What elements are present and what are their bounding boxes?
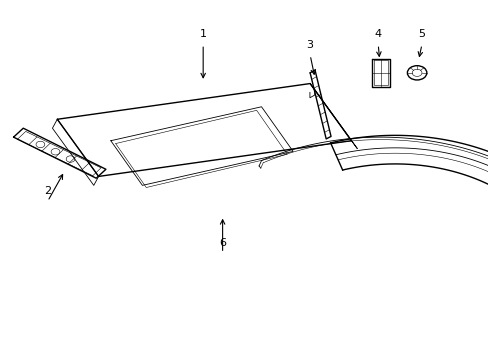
Text: 4: 4 <box>374 29 381 39</box>
Text: 1: 1 <box>199 29 206 39</box>
Text: 5: 5 <box>418 29 425 39</box>
Text: 3: 3 <box>306 40 313 50</box>
Text: 2: 2 <box>44 186 51 196</box>
Text: 6: 6 <box>219 238 225 248</box>
